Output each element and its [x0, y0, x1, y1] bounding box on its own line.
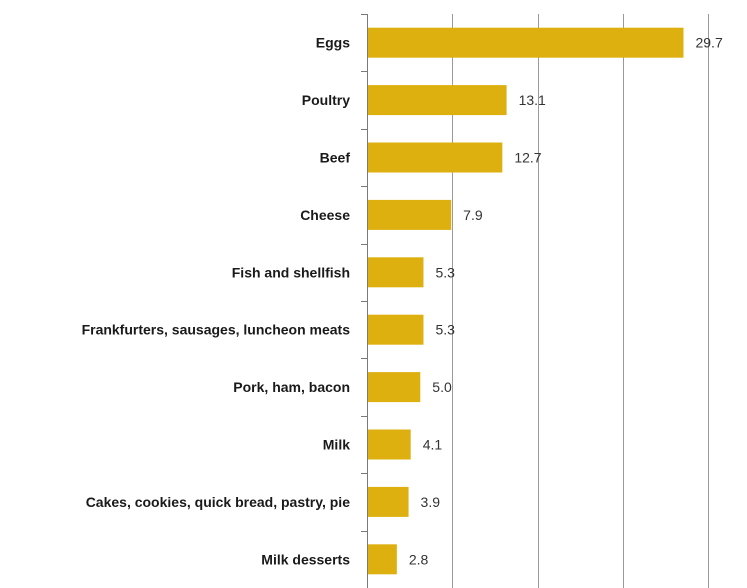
category-label-1: Eggs	[316, 35, 350, 51]
value-label-5: 5.3	[435, 264, 455, 280]
bar-1	[367, 27, 684, 58]
grid-lines	[452, 14, 709, 588]
bar-7	[367, 372, 421, 403]
value-label-4: 7.9	[463, 207, 483, 223]
bar-8	[367, 429, 411, 460]
bars	[367, 27, 684, 575]
category-label-9: Cakes, cookies, quick bread, pastry, pie	[86, 494, 351, 510]
bar-5	[367, 257, 424, 288]
category-label-2: Poultry	[302, 92, 350, 108]
value-labels: 29.7 13.1 12.7 7.9 5.3 5.3 5.0 4.1 3.9 2.8	[409, 35, 723, 568]
bar-9	[367, 486, 409, 517]
category-label-6: Frankfurters, sausages, luncheon meats	[82, 322, 351, 338]
value-label-8: 4.1	[423, 437, 443, 453]
bar-10	[367, 544, 397, 575]
bar-4	[367, 199, 452, 230]
category-label-3: Beef	[320, 150, 351, 166]
value-label-7: 5.0	[432, 379, 452, 395]
value-label-1: 29.7	[695, 35, 722, 51]
value-label-9: 3.9	[421, 494, 441, 510]
value-label-3: 12.7	[514, 150, 541, 166]
bar-3	[367, 142, 503, 173]
value-label-10: 2.8	[409, 551, 429, 567]
category-label-5: Fish and shellfish	[232, 264, 350, 280]
category-label-4: Cheese	[300, 207, 350, 223]
category-label-7: Pork, ham, bacon	[233, 379, 350, 395]
category-labels: Eggs Poultry Beef Cheese Fish and shellfish F…	[82, 35, 351, 568]
value-label-2: 13.1	[519, 92, 546, 108]
bar-2	[367, 85, 507, 116]
bar-6	[367, 314, 424, 345]
value-label-6: 5.3	[435, 322, 455, 338]
category-label-8: Milk	[323, 437, 350, 453]
category-label-10: Milk desserts	[261, 551, 350, 567]
y-axis	[361, 14, 368, 588]
